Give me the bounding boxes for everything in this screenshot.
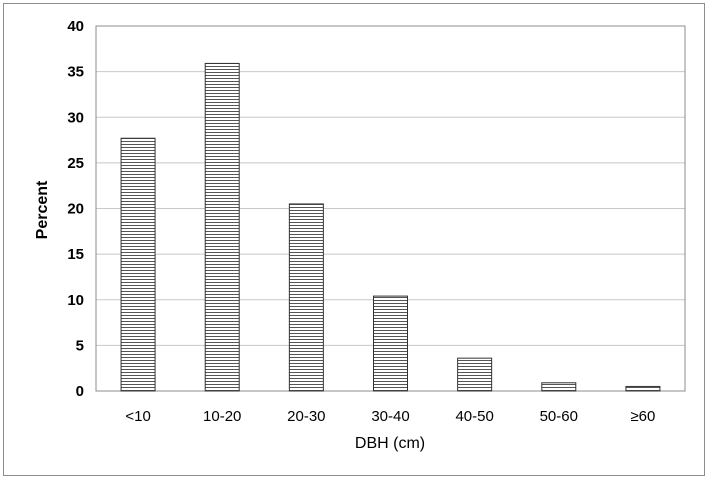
y-tick-label: 0: [76, 383, 84, 400]
y-tick-label: 35: [67, 64, 84, 81]
bar-4: [373, 295, 408, 392]
y-tick-label: 40: [67, 18, 84, 35]
x-tick-label: <10: [125, 408, 150, 425]
bar-2: [204, 62, 240, 392]
y-tick-labels: 0 5 10 15 20 25 30 35 40: [67, 18, 84, 400]
x-tick-label: 30-40: [371, 408, 409, 425]
bar-6: [541, 382, 577, 392]
bar-3: [288, 203, 324, 392]
y-tick-label: 25: [67, 155, 84, 172]
bars: [120, 62, 661, 392]
x-tick-label: 40-50: [455, 408, 493, 425]
y-tick-label: 10: [67, 292, 84, 309]
x-axis-title: DBH (cm): [355, 435, 425, 452]
bar-5: [457, 357, 493, 392]
y-tick-label: 5: [76, 337, 84, 354]
x-tick-label: 50-60: [540, 408, 578, 425]
y-axis-title: Percent: [34, 180, 51, 239]
y-tick-label: 15: [67, 246, 84, 263]
x-tick-label: 10-20: [203, 408, 241, 425]
gridlines: [96, 71, 685, 346]
y-tick-label: 20: [67, 201, 84, 218]
y-tick-label: 30: [67, 109, 84, 126]
x-tick-label: ≥60: [630, 408, 655, 425]
x-tick-label: 20-30: [287, 408, 325, 425]
x-tick-labels: <10 10-20 20-30 30-40 40-50 50-60 ≥60: [125, 408, 655, 425]
chart-frame: [3, 3, 705, 476]
bar-1: [120, 137, 156, 392]
bar-7: [625, 385, 661, 392]
